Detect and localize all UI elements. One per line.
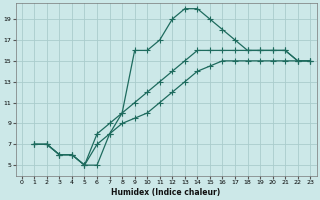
X-axis label: Humidex (Indice chaleur): Humidex (Indice chaleur) [111, 188, 221, 197]
